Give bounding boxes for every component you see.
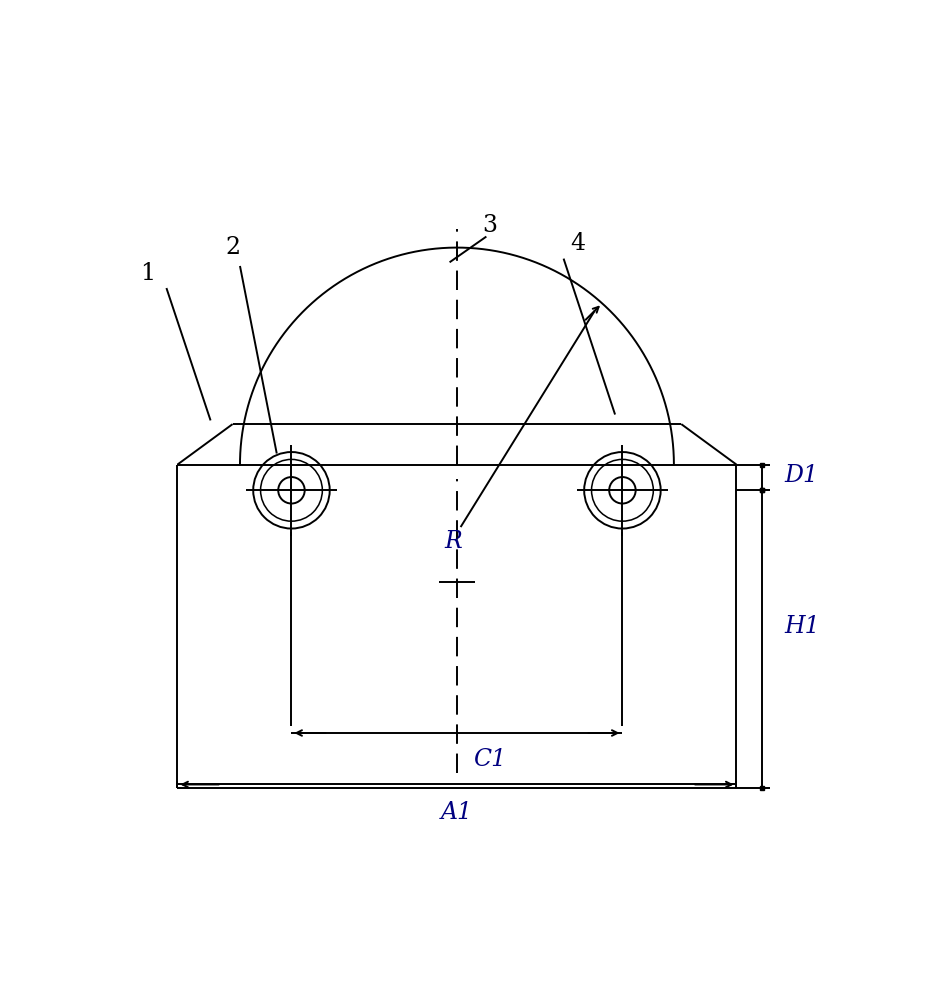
Text: 1: 1 (140, 262, 156, 285)
Text: C1: C1 (474, 748, 507, 771)
Text: 2: 2 (225, 236, 240, 259)
Text: H1: H1 (784, 615, 820, 638)
Text: 4: 4 (570, 232, 586, 255)
Text: 3: 3 (482, 214, 497, 237)
Text: D1: D1 (784, 464, 818, 487)
Text: A1: A1 (441, 801, 473, 824)
Text: R: R (444, 530, 462, 553)
